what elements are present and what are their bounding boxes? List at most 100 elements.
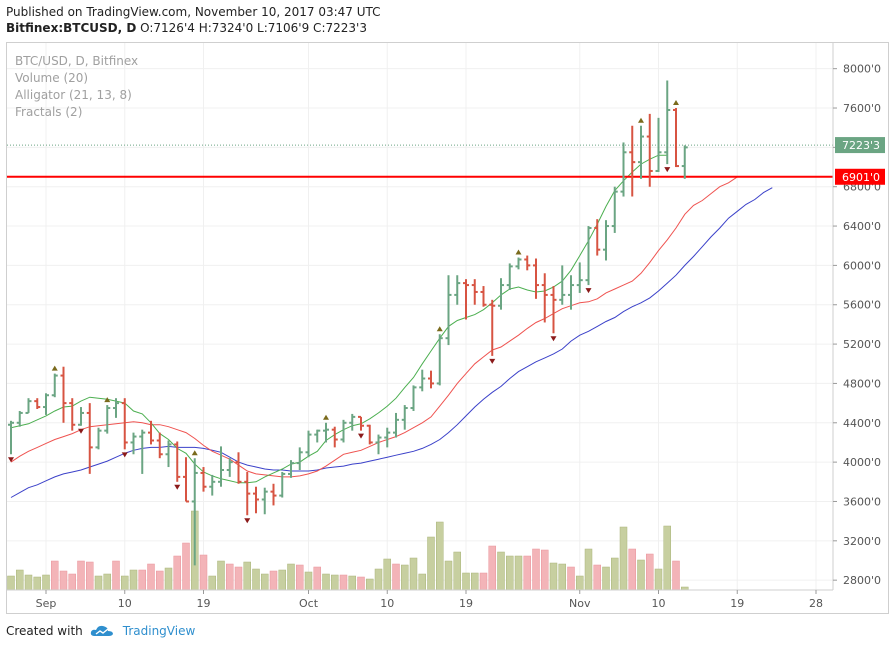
volume-bar <box>462 572 470 591</box>
volume-bar <box>182 542 190 591</box>
fractal-up-marker <box>638 117 644 123</box>
volume-bar <box>112 560 120 591</box>
volume-bar <box>471 572 479 591</box>
volume-bar <box>593 564 601 591</box>
volume-bar <box>541 549 549 591</box>
price-axis-label: 4000'0 <box>843 456 881 469</box>
volume-bar <box>252 568 260 591</box>
legend-entry: Volume (20) <box>15 71 88 85</box>
volume-bar <box>506 555 514 591</box>
volume-bar <box>646 553 654 591</box>
volume-bar <box>479 572 488 591</box>
volume-bar <box>602 566 610 591</box>
volume-bar <box>287 563 295 591</box>
volume-bar <box>663 525 671 591</box>
volume-bar <box>654 568 663 591</box>
time-axis-label: 10 <box>652 597 666 610</box>
volume-bar <box>523 555 531 591</box>
fractal-up-marker <box>673 100 679 106</box>
fractal-up-marker <box>436 326 443 332</box>
legend-entry: BTC/USD, D, Bitfinex <box>15 54 138 68</box>
volume-bar <box>226 563 234 591</box>
volume-bar <box>558 563 566 591</box>
fractal-down-marker <box>664 167 671 173</box>
volume-bar <box>296 564 304 591</box>
volume-bar <box>217 560 225 591</box>
volume-bar <box>42 574 50 591</box>
volume-bar <box>173 555 181 591</box>
alligator-line-jaw <box>10 187 773 498</box>
volume-bar <box>331 574 339 591</box>
volume-bar <box>199 554 208 591</box>
volume-bar <box>51 560 59 591</box>
volume-bar <box>348 575 356 591</box>
fractal-down-marker <box>78 428 84 434</box>
price-chart[interactable]: 2800'0 3200'0 3600'0 4000'0 4400'0 4800'0 5200… <box>7 43 888 613</box>
volume-bar <box>584 548 593 591</box>
volume-bar <box>619 526 628 591</box>
fractal-down-marker <box>244 518 251 524</box>
footer: Created with TradingView <box>6 624 195 638</box>
time-axis-label: Oct <box>299 597 319 610</box>
volume-bar <box>576 575 584 591</box>
volume-bar <box>444 560 453 591</box>
volume-bar <box>129 569 138 591</box>
fractal-down-marker <box>585 288 592 294</box>
fractal-up-marker <box>323 414 329 420</box>
volume-bar <box>322 573 330 591</box>
volume-bar <box>383 558 391 591</box>
volume-bar <box>147 563 155 591</box>
time-axis-label: 10 <box>380 597 394 610</box>
price-axis-label: 6000'0 <box>843 259 881 272</box>
volume-bar <box>261 573 269 591</box>
volume-bar <box>33 576 41 591</box>
symbol-line: Bitfinex:BTCUSD, D O:7126'4 H:7324'0 L:7… <box>6 20 381 36</box>
volume-bar <box>637 559 645 591</box>
price-axis-label: 4400'0 <box>843 417 881 430</box>
volume-bar <box>234 566 243 591</box>
volume-bar <box>121 575 129 591</box>
volume-bar <box>488 545 496 591</box>
level-price-badge-bg <box>835 168 885 185</box>
chart-frame[interactable]: 2800'0 3200'0 3600'0 4000'0 4400'0 4800'0 5200… <box>6 42 889 614</box>
volume-bar <box>532 548 540 591</box>
price-axis-label: 3200'0 <box>843 535 881 548</box>
fractal-down-marker <box>121 452 128 458</box>
volume-bar <box>409 557 418 591</box>
tradingview-cloud-icon <box>90 625 113 636</box>
fractal-up-marker <box>51 365 58 371</box>
volume-bar <box>418 573 426 591</box>
last-price-badge-bg <box>835 137 885 154</box>
volume-bar <box>304 571 313 591</box>
fractal-down-marker <box>8 457 14 463</box>
volume-bar <box>628 548 636 591</box>
ohlc-values: O:7126'4 H:7324'0 L:7106'9 C:7223'3 <box>140 21 367 35</box>
volume-bar <box>94 575 103 591</box>
fractal-up-marker <box>191 450 198 456</box>
price-axis-label: 5200'0 <box>843 338 881 351</box>
volume-bar <box>86 561 94 591</box>
tradingview-brand-link[interactable]: TradingView <box>122 624 196 638</box>
alligator-line-teeth <box>10 176 738 478</box>
chart-header: Published on TradingView.com, November 1… <box>6 4 381 36</box>
volume-bar <box>208 575 216 591</box>
price-axis-label: 2800'0 <box>843 574 881 587</box>
price-axis-label: 7600'0 <box>843 102 881 115</box>
volume-bar <box>611 557 619 591</box>
fractal-up-marker <box>515 249 522 255</box>
fractal-down-marker <box>358 433 364 439</box>
volume-bar <box>278 569 286 591</box>
volume-bar <box>16 569 24 591</box>
created-with-label: Created with <box>6 624 83 638</box>
volume-bar <box>392 563 400 591</box>
volume-bar <box>401 564 409 591</box>
level-price-badge-label: 6901'0 <box>842 171 880 184</box>
symbol-label: Bitfinex:BTCUSD, D <box>6 21 137 35</box>
alligator-line-lips <box>10 154 668 484</box>
legend-entry: Alligator (21, 13, 8) <box>15 88 132 102</box>
volume-bar <box>313 566 321 591</box>
price-axis-label: 3600'0 <box>843 495 881 508</box>
volume-bar <box>7 575 15 591</box>
volume-bar <box>164 567 173 591</box>
volume-bar <box>497 551 505 591</box>
